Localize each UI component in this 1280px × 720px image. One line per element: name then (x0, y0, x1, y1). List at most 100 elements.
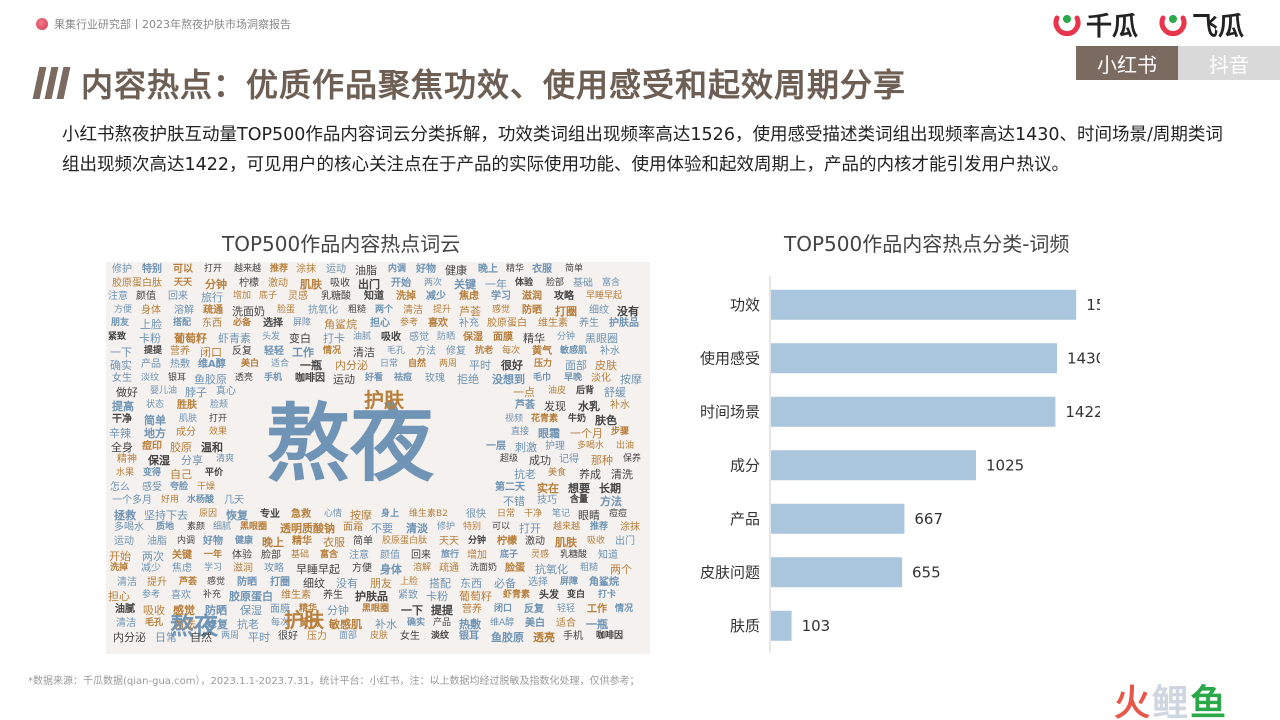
cloud-word: 清洁 (116, 617, 136, 629)
cloud-word: 刺激 (515, 440, 537, 454)
cloud-word: 旅行 (441, 549, 460, 560)
cloud-word: 夸脸 (170, 481, 189, 492)
cloud-word: 毛孔 (145, 617, 164, 628)
cloud-word: 增加 (233, 291, 252, 302)
value-label: 1430 (1067, 349, 1100, 367)
cloud-word: 清洁 (353, 345, 375, 359)
cloud-word: 焦虑 (172, 563, 192, 575)
cloud-word: 护理 (545, 440, 565, 452)
cloud-word: 胶原蛋白肽 (112, 277, 162, 289)
cloud-word: 减少 (141, 563, 161, 575)
qiangua-logo-icon (1052, 10, 1082, 40)
cloud-word: 营养 (170, 345, 190, 357)
category-label: 皮肤问题 (700, 563, 760, 581)
cloud-word: 激动 (268, 277, 288, 289)
tab-douyin[interactable]: 抖音 (1178, 46, 1280, 80)
cloud-word: 脸部 (546, 277, 565, 288)
cloud-word: 平时 (469, 359, 491, 373)
cloud-word: 疏通 (439, 563, 459, 575)
cloud-word: 防晒 (237, 576, 257, 588)
cloud-word: 美食 (548, 468, 567, 478)
cloud-word: 关键 (454, 277, 476, 291)
cloud-word: 很快 (466, 508, 486, 520)
cloud-word: 清洁 (117, 576, 137, 588)
cloud-word: 清洁 (403, 304, 423, 316)
cloud-word: 肌肤 (300, 277, 322, 291)
cloud-word: 怎么 (110, 481, 130, 493)
cloud-word: 提升 (433, 304, 452, 315)
cloud-word: 成分 (176, 427, 196, 439)
cloud-word: 眼睛 (578, 508, 600, 522)
cloud-word: 关键 (172, 549, 192, 561)
cloud-word: 维生素 (281, 590, 311, 602)
cloud-word: 日常 (155, 631, 177, 645)
cloud-word: 内分泌 (113, 631, 146, 645)
cloud-word: 内分泌 (335, 359, 368, 373)
cloud-word: 屏障 (293, 318, 312, 329)
cloud-word: 好物 (416, 264, 436, 275)
cloud-word: 粗糙 (348, 304, 367, 315)
cloud-word: 面部 (565, 359, 587, 373)
logo-char-2: 鲤 (1152, 683, 1191, 720)
cloud-word: 胶原 (170, 440, 192, 454)
cloud-word: 没有 (617, 304, 639, 318)
cloud-word: 喜欢 (428, 318, 448, 330)
cloud-word: 变得 (143, 468, 162, 478)
cloud-word: 精华 (506, 264, 525, 274)
cloud-word: 注意 (349, 549, 369, 561)
cloud-word: 提提 (144, 345, 163, 356)
tab-xiaohongshu[interactable]: 小红书 (1076, 46, 1178, 80)
cloud-word: 感觉 (409, 332, 429, 343)
cloud-word: 步骤 (611, 427, 630, 438)
cloud-word: 头发 (262, 332, 281, 342)
cloud-word: 提提 (431, 604, 453, 617)
cloud-word: 面膜 (493, 332, 513, 343)
cloud-word: 反复 (524, 604, 544, 615)
guoji-logo-icon (36, 18, 48, 30)
cloud-word: 敏感肌 (329, 617, 362, 631)
cloud-word: 干净 (112, 413, 132, 425)
cloud-word: 黑眼圈 (362, 604, 390, 614)
cloud-word: 东西 (460, 576, 482, 590)
cloud-word: 维A醇 (490, 617, 515, 628)
word-cloud-title: TOP500作品内容热点词云 (222, 232, 461, 256)
cloud-word: 抗氧化 (308, 304, 338, 316)
cloud-word: 分享 (181, 454, 203, 468)
cloud-word: 产品 (433, 617, 452, 628)
cloud-word: 温和 (201, 440, 223, 454)
cloud-word: 分钟 (205, 277, 227, 291)
cloud-word: 健康 (445, 264, 467, 277)
cloud-word: 淡纹 (141, 372, 160, 383)
cloud-word: 一点 (513, 386, 535, 400)
title-bars-icon (32, 67, 71, 99)
cloud-main-word: 熬夜 (266, 395, 435, 493)
cloud-word: 直接 (511, 427, 530, 438)
cloud-word: 参考 (400, 318, 419, 329)
cloud-word: 柠檬 (497, 536, 517, 547)
cloud-word: 精神 (117, 454, 137, 466)
cloud-word: 自然 (408, 359, 427, 370)
logo-char-3: 鱼 (1190, 683, 1229, 720)
cloud-word: 鱼胶原 (491, 631, 524, 645)
cloud-word: 咖啡因 (596, 631, 624, 642)
cloud-word: 没想到 (492, 372, 525, 386)
cloud-word: 多喝水 (114, 522, 144, 534)
cloud-word: 溶解 (413, 563, 432, 574)
cloud-word: 天天 (439, 536, 459, 547)
cloud-word: 效果 (209, 427, 228, 438)
cloud-word: 产品 (141, 359, 161, 371)
cloud-word: 灵感 (531, 549, 550, 560)
cloud-word: 痘痘 (609, 508, 628, 519)
cloud-word: 抗老 (475, 345, 494, 356)
cloud-word: 很好 (278, 631, 298, 643)
cloud-word: 选择 (263, 318, 283, 330)
cloud-word: 防晒 (205, 604, 227, 617)
cloud-word: 富含 (602, 277, 621, 288)
top-breadcrumb: 果集行业研究部丨2023年熬夜护肤市场洞察报告 (36, 16, 291, 32)
cloud-word: 清爽 (216, 454, 235, 465)
logo-char-1: 火 (1114, 683, 1153, 720)
value-label: 1422 (1065, 403, 1100, 421)
cloud-word: 感觉 (173, 604, 195, 617)
cloud-word: 增加 (467, 549, 487, 561)
cloud-word: 葡萄籽 (459, 590, 492, 604)
